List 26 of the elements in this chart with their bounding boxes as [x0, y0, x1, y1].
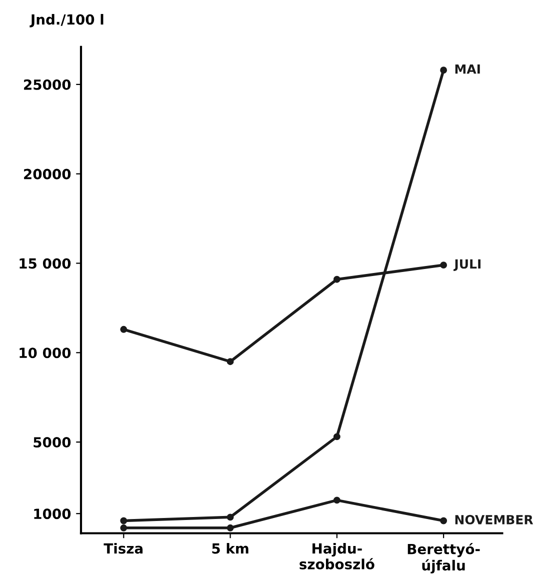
- series-label: MAI: [455, 64, 480, 74]
- point: [440, 66, 448, 74]
- x-tick-label: Tisza: [104, 542, 143, 554]
- series-label: JULI: [454, 259, 480, 271]
- y-tick-label: 25000: [24, 79, 71, 90]
- point: [333, 496, 340, 504]
- y-tick-label: 5000: [34, 437, 71, 448]
- point: [120, 326, 128, 333]
- y-tick-label: 10 000: [20, 348, 71, 358]
- series-label: NOVEMBER: [455, 514, 534, 524]
- y-tick-label: 20000: [24, 168, 71, 180]
- y-tick-label: 1000: [34, 508, 71, 520]
- point: [226, 514, 234, 521]
- y-tick-label: 15 000: [20, 258, 71, 269]
- point: [120, 524, 128, 532]
- point: [226, 358, 234, 366]
- point: [440, 262, 448, 269]
- point: [120, 517, 128, 524]
- x-tick-label: 5 km: [212, 542, 248, 554]
- x-tick-label: Berettyó- újfalu: [408, 542, 480, 574]
- point: [333, 433, 340, 440]
- y-axis-title: Jnd./100 l: [30, 14, 104, 28]
- x-tick-label: Hajdu- szoboszló: [300, 542, 374, 570]
- point: [440, 517, 448, 524]
- point: [226, 524, 234, 532]
- point: [333, 276, 340, 283]
